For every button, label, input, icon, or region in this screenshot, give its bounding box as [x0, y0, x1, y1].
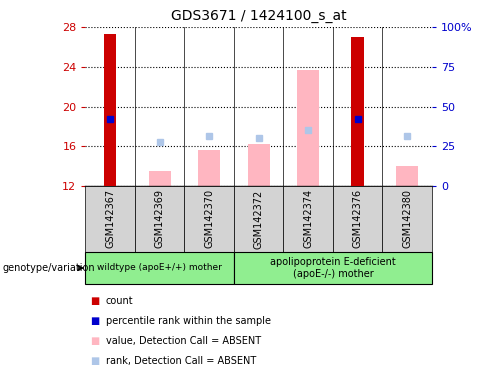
Bar: [333, 186, 383, 252]
Bar: [297, 70, 319, 186]
Bar: [284, 186, 333, 252]
Text: GSM142376: GSM142376: [353, 189, 363, 248]
Bar: [247, 144, 270, 186]
Text: wildtype (apoE+/+) mother: wildtype (apoE+/+) mother: [97, 263, 222, 272]
Bar: [184, 186, 234, 252]
Text: GSM142374: GSM142374: [303, 189, 313, 248]
Text: ■: ■: [90, 336, 100, 346]
Bar: [85, 186, 135, 252]
Bar: [148, 171, 171, 186]
Text: ■: ■: [90, 296, 100, 306]
Bar: [198, 151, 220, 186]
Title: GDS3671 / 1424100_s_at: GDS3671 / 1424100_s_at: [171, 9, 346, 23]
Bar: [234, 186, 284, 252]
Text: GSM142380: GSM142380: [402, 189, 412, 248]
Text: GSM142367: GSM142367: [105, 189, 115, 248]
Bar: [135, 186, 184, 252]
Bar: [234, 252, 432, 284]
Bar: [104, 34, 116, 186]
Text: GSM142369: GSM142369: [155, 189, 164, 248]
Text: apolipoprotein E-deficient
(apoE-/-) mother: apolipoprotein E-deficient (apoE-/-) mot…: [270, 257, 396, 279]
Text: count: count: [106, 296, 134, 306]
Text: ■: ■: [90, 316, 100, 326]
Text: genotype/variation: genotype/variation: [2, 263, 95, 273]
Bar: [383, 186, 432, 252]
Text: GSM142372: GSM142372: [254, 189, 264, 248]
Bar: [85, 252, 234, 284]
Bar: [396, 166, 418, 186]
Text: percentile rank within the sample: percentile rank within the sample: [106, 316, 271, 326]
Text: GSM142370: GSM142370: [204, 189, 214, 248]
Bar: [351, 37, 364, 186]
Text: rank, Detection Call = ABSENT: rank, Detection Call = ABSENT: [106, 356, 256, 366]
Text: ■: ■: [90, 356, 100, 366]
Text: value, Detection Call = ABSENT: value, Detection Call = ABSENT: [106, 336, 261, 346]
